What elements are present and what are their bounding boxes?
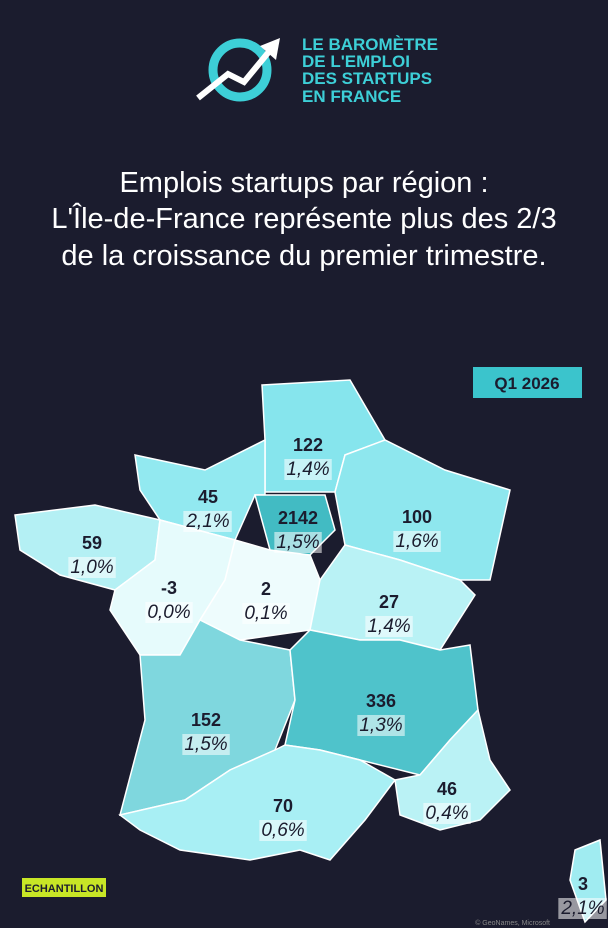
region-pct: 1,3% (359, 715, 402, 736)
pct-box (274, 532, 322, 553)
region-pct: 1,6% (395, 531, 438, 552)
pct-box (68, 557, 116, 578)
logo-line: DES STARTUPS (302, 69, 432, 88)
pct-box (423, 803, 471, 824)
logo-line: LE BAROMÈTRE (302, 35, 438, 54)
watermark: ECHANTILLON (25, 883, 104, 895)
watermark-box (22, 878, 106, 897)
region-pct: 1,4% (286, 459, 329, 480)
pct-box (183, 511, 232, 532)
logo-line: EN FRANCE (302, 87, 401, 106)
region-pct: 0,6% (261, 820, 304, 841)
region-pct: 0,0% (147, 602, 190, 623)
pct-box (242, 603, 290, 624)
logo-circle (208, 38, 272, 102)
pct-box (393, 531, 441, 552)
logo-arrowhead (260, 38, 280, 60)
region (394, 708, 511, 831)
pct-box (284, 459, 332, 480)
region (118, 619, 296, 817)
pct-box (365, 616, 413, 637)
logo-arrow (196, 46, 275, 101)
region-value: 70 (273, 796, 293, 816)
region-pct: 1,4% (367, 616, 410, 637)
region-value: 2 (261, 579, 271, 599)
region-value: 3 (578, 874, 588, 894)
region-pct: 2,1% (185, 511, 229, 532)
labels: 122 1,4% 45 2,1% 2142 1,5% 100 1,6% 59 1,0% -3 0,0%… (68, 435, 607, 919)
credit: © GeoNames, Microsoft (475, 919, 550, 927)
logo: LE BAROMÈTRE DE L'EMPLOI DES STARTUPS EN… (196, 35, 438, 106)
pct-box (558, 898, 607, 919)
region-pct: 0,4% (425, 803, 468, 824)
region-value: 336 (366, 691, 396, 711)
region-pct: 1,0% (70, 557, 113, 578)
region-pct: 1,5% (184, 734, 227, 755)
region-value: 100 (402, 507, 432, 527)
logo-line: DE L'EMPLOI (302, 52, 410, 71)
region-pct: 0,1% (244, 603, 287, 624)
region-pct: 1,5% (276, 532, 319, 553)
region (334, 439, 511, 581)
pct-box (259, 820, 307, 841)
region-value: 46 (437, 779, 457, 799)
title-line: L'Île-de-France représente plus des 2/3 (51, 202, 556, 235)
region-pct: 2,1% (560, 898, 604, 919)
badge (473, 367, 582, 398)
pct-box (182, 734, 230, 755)
title-line: de la croissance du premier trimestre. (61, 240, 546, 272)
badge-text: Q1 2026 (494, 374, 559, 393)
region-value: 122 (293, 435, 323, 455)
region-value: 27 (379, 592, 399, 612)
region-value: -3 (161, 578, 177, 598)
title-line: Emplois startups par région : (119, 167, 488, 199)
region-value: 2142 (278, 508, 318, 528)
pct-box (357, 715, 405, 736)
pct-box (145, 602, 193, 623)
region-value: 59 (82, 533, 102, 553)
region-value: 45 (198, 487, 218, 507)
region-value: 152 (191, 710, 221, 730)
